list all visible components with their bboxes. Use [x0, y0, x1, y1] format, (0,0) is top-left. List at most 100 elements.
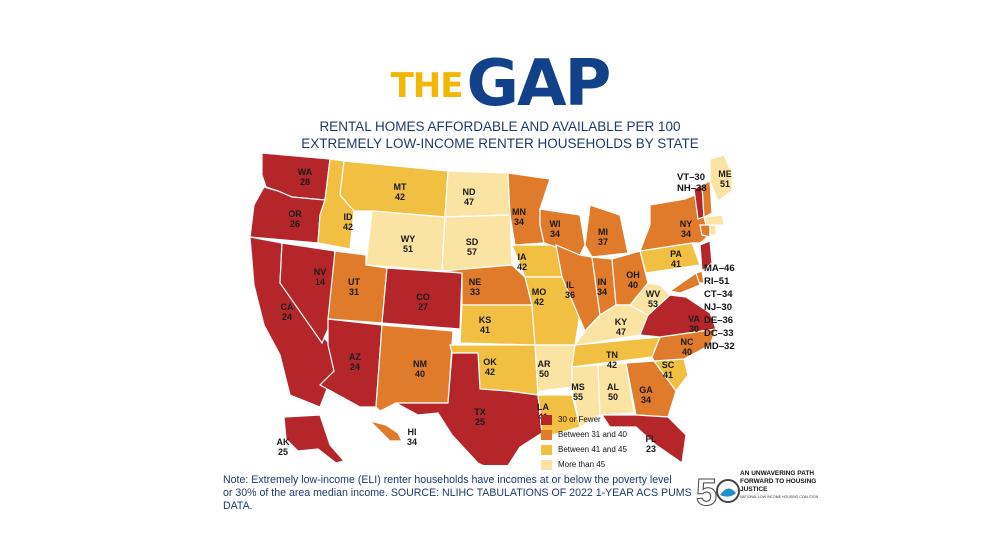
state-abbrev-mi: MI — [598, 227, 608, 237]
state-callout-nh: NH–38 — [677, 183, 707, 194]
state-abbrev-la: LA — [537, 402, 549, 412]
state-abbrev-pa: PA — [670, 249, 682, 259]
legend-swatch — [541, 444, 552, 455]
state-value-in: 34 — [597, 287, 607, 297]
state-abbrev-ga: GA — [639, 385, 653, 395]
state-value-va: 30 — [689, 324, 699, 334]
state-value-mn: 34 — [514, 217, 524, 227]
state-value-ga: 34 — [641, 395, 651, 405]
state-shape-al — [597, 362, 635, 416]
state-shape-ks — [459, 304, 536, 346]
svg-text:5: 5 — [696, 472, 717, 513]
state-value-tn: 42 — [607, 360, 617, 370]
legend-item-41-45: Between 41 and 45 — [541, 442, 627, 457]
state-shape-fl — [600, 414, 687, 465]
state-abbrev-az: AZ — [349, 352, 361, 362]
state-value-mt: 42 — [395, 192, 405, 202]
state-shape-ny — [639, 192, 711, 252]
state-value-il: 36 — [565, 290, 575, 300]
state-abbrev-wy: WY — [401, 234, 416, 244]
nlihc-50th-logo: 5 AN UNWAVERING PATH FORWARD TO HOUSING … — [694, 465, 844, 515]
state-value-ky: 47 — [616, 327, 626, 337]
state-value-ar: 50 — [539, 369, 549, 379]
state-value-or: 26 — [290, 219, 300, 229]
state-value-ia: 42 — [517, 262, 527, 272]
logo-tagline: AN UNWAVERING PATH FORWARD TO HOUSING JU… — [740, 470, 817, 493]
us-map: WA28OR26CA24NV14ID42MT42WY51UT31AZ24CO27… — [249, 152, 733, 465]
state-shape-co — [381, 267, 463, 330]
state-abbrev-nd: ND — [463, 187, 476, 197]
state-value-pa: 41 — [671, 259, 681, 269]
small-states-list: MA–46 RI–51 CT–34 NJ–30 DE–36 DC–33 MD–3… — [704, 262, 735, 353]
state-value-ok: 42 — [485, 367, 495, 377]
state-shape-nd — [444, 170, 511, 218]
state-value-hi: 34 — [407, 437, 417, 447]
legend-item-gt45: More than 45 — [541, 457, 627, 472]
state-callout-ct: CT–34 — [704, 289, 733, 300]
map-legend: 30 or Fewer Between 31 and 40 Between 41… — [541, 412, 627, 472]
state-abbrev-nv: NV — [314, 267, 327, 277]
anniversary-50-icon: 5 — [696, 472, 740, 515]
logo-org-name: NATIONAL LOW INCOME HOUSING COALITION — [740, 495, 819, 499]
state-abbrev-nc: NC — [681, 337, 694, 347]
state-abbrev-ar: AR — [538, 359, 551, 369]
state-abbrev-co: CO — [416, 292, 430, 302]
legend-swatch — [541, 414, 552, 425]
state-shape-ct — [699, 224, 711, 238]
title-gap: GAP — [466, 47, 611, 121]
state-value-nd: 47 — [464, 197, 474, 207]
state-abbrev-id: ID — [344, 212, 354, 222]
state-shape-wv — [629, 282, 671, 316]
state-value-nv: 14 — [315, 277, 325, 287]
legend-label: Between 41 and 45 — [558, 445, 627, 454]
legend-item-le30: 30 or Fewer — [541, 412, 627, 427]
state-shape-tx — [395, 352, 543, 465]
state-value-ak: 25 — [278, 447, 288, 457]
state-value-wa: 28 — [300, 177, 310, 187]
state-value-fl: 23 — [646, 444, 656, 454]
state-abbrev-mo: MO — [532, 287, 547, 297]
state-value-wv: 53 — [648, 299, 658, 309]
state-value-ca: 24 — [282, 312, 292, 322]
state-shape-nh — [701, 180, 713, 218]
state-value-wi: 34 — [550, 229, 560, 239]
state-abbrev-il: IL — [566, 280, 575, 290]
state-abbrev-ne: NE — [469, 277, 482, 287]
state-value-wy: 51 — [403, 244, 413, 254]
state-shape-ri — [709, 224, 717, 236]
state-shape-mi — [584, 204, 629, 258]
state-value-az: 24 — [350, 362, 360, 372]
state-value-tx: 25 — [475, 417, 485, 427]
state-callout-de: DE–36 — [704, 315, 734, 326]
state-abbrev-wa: WA — [298, 167, 313, 177]
state-value-al: 50 — [608, 392, 618, 402]
state-abbrev-tn: TN — [606, 350, 618, 360]
state-value-ne: 33 — [470, 287, 480, 297]
subtitle: RENTAL HOMES AFFORDABLE AND AVAILABLE PE… — [0, 118, 1000, 152]
state-abbrev-nm: NM — [413, 359, 427, 369]
state-abbrev-in: IN — [598, 277, 607, 287]
state-callout-md: MD–32 — [704, 341, 735, 352]
note-line-2: or 30% of the area median income. SOURCE… — [223, 487, 692, 512]
state-shape-nv — [279, 242, 336, 345]
state-value-mo: 42 — [534, 297, 544, 307]
state-shape-hi — [368, 419, 403, 442]
state-abbrev-or: OR — [288, 209, 302, 219]
state-value-ny: 34 — [681, 229, 691, 239]
state-callout-ma: MA–46 — [704, 263, 735, 274]
state-abbrev-wi: WI — [550, 219, 561, 229]
state-value-ks: 41 — [480, 325, 490, 335]
state-shape-md — [668, 272, 701, 294]
page-title: THEGAP — [0, 52, 1000, 116]
state-shape-ak — [283, 414, 346, 464]
state-shape-ga — [625, 360, 677, 418]
state-callout-dc: DC–33 — [704, 328, 734, 339]
state-value-nc: 40 — [682, 347, 692, 357]
state-abbrev-ms: MS — [571, 382, 585, 392]
subtitle-line-1: RENTAL HOMES AFFORDABLE AND AVAILABLE PE… — [319, 119, 681, 134]
legend-label: More than 45 — [558, 460, 606, 469]
state-value-me: 51 — [720, 179, 730, 189]
state-abbrev-oh: OH — [626, 270, 640, 280]
state-abbrev-ca: CA — [281, 302, 294, 312]
note-line-1: Note: Extremely low-income (ELI) renter … — [223, 474, 672, 486]
